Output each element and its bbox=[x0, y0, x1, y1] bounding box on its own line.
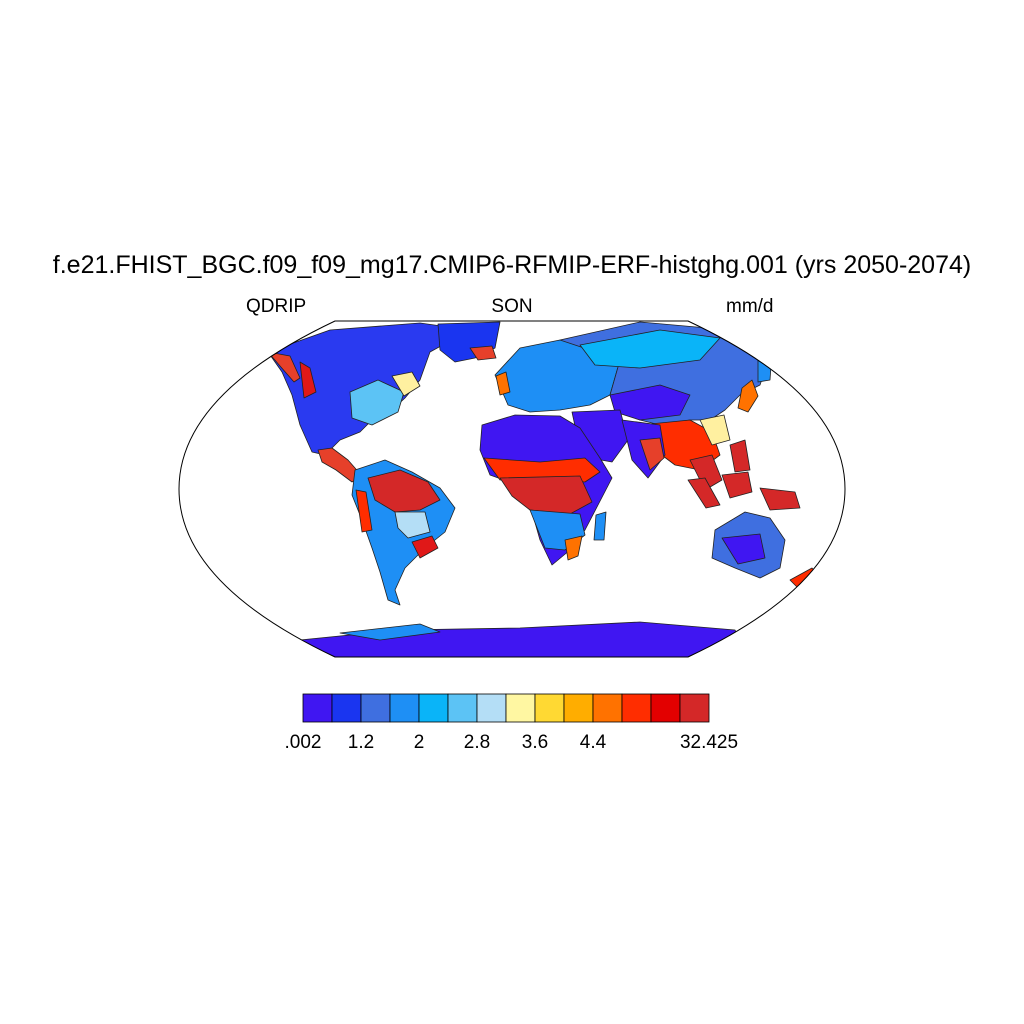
australia-interior bbox=[721, 533, 766, 565]
sumatra bbox=[687, 477, 721, 509]
philippines bbox=[729, 439, 751, 473]
colorbar-swatch bbox=[505, 693, 536, 723]
map-boundary bbox=[178, 320, 846, 658]
colorbar-swatch bbox=[360, 693, 391, 723]
colorbar-label: 4.4 bbox=[580, 732, 607, 753]
new-guinea bbox=[759, 487, 801, 511]
colorbar-label: 1.2 bbox=[348, 732, 374, 753]
season-label: SON bbox=[491, 296, 533, 317]
colorbar-swatch bbox=[418, 693, 449, 723]
greenland-edge bbox=[469, 345, 497, 361]
variable-label: QDRIP bbox=[246, 296, 307, 317]
se-africa bbox=[564, 535, 583, 561]
colorbar-label: 3.6 bbox=[522, 732, 548, 753]
borneo bbox=[721, 471, 753, 499]
east-china bbox=[699, 414, 731, 446]
alaska-coast bbox=[267, 351, 301, 383]
brazil-interior bbox=[394, 511, 431, 539]
colorbar-swatch bbox=[679, 693, 710, 723]
units-label: mm/d bbox=[726, 296, 774, 317]
andes bbox=[355, 489, 373, 533]
eastern-us bbox=[349, 379, 405, 426]
colorbar-swatch bbox=[447, 693, 478, 723]
pacific-nw-coast bbox=[299, 361, 317, 399]
colorbar-label: 2 bbox=[414, 732, 425, 753]
colorbar-swatch bbox=[389, 693, 420, 723]
colorbar-swatch bbox=[534, 693, 565, 723]
antarctic-coast bbox=[339, 623, 441, 641]
amazon bbox=[367, 469, 441, 513]
madagascar bbox=[593, 511, 607, 541]
siberia-north bbox=[579, 329, 721, 369]
colorbar-swatch bbox=[650, 693, 681, 723]
ne-us bbox=[391, 371, 421, 397]
se-brazil bbox=[411, 535, 439, 559]
japan bbox=[737, 379, 759, 413]
colorbar-swatch bbox=[302, 693, 333, 723]
colorbar-label: 32.425 bbox=[680, 732, 738, 753]
colorbar-swatch bbox=[331, 693, 362, 723]
colorbar-swatch bbox=[592, 693, 623, 723]
india-monsoon bbox=[639, 437, 665, 471]
map-title: f.e21.FHIST_BGC.f09_f09_mg17.CMIP6-RFMIP… bbox=[52, 251, 972, 279]
colorbar-swatch bbox=[621, 693, 652, 723]
colorbar-label: .002 bbox=[285, 732, 322, 753]
colorbar-label: 2.8 bbox=[464, 732, 490, 753]
colorbar-swatch bbox=[476, 693, 507, 723]
colorbar-swatch bbox=[563, 693, 594, 723]
west-europe-coast bbox=[495, 371, 511, 396]
